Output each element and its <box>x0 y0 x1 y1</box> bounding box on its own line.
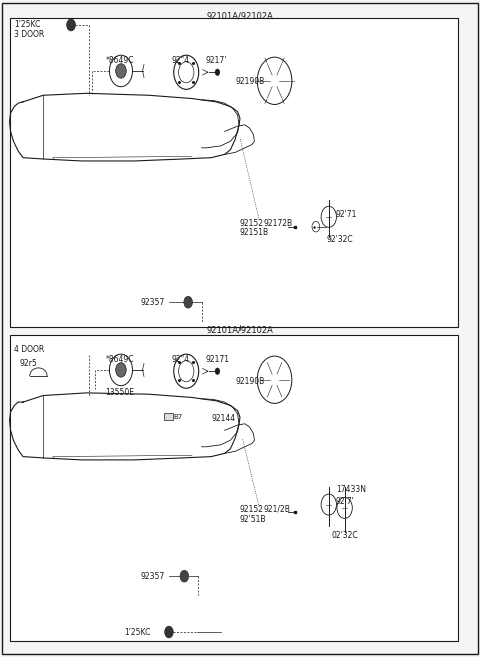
Text: 92"4: 92"4 <box>172 56 190 65</box>
Text: 92357: 92357 <box>140 572 165 581</box>
Text: 13550E: 13550E <box>106 388 134 397</box>
Text: 92357: 92357 <box>140 298 165 307</box>
Text: 3 DOOR: 3 DOOR <box>14 30 45 39</box>
Bar <box>10 335 458 641</box>
Circle shape <box>67 19 75 31</box>
Bar <box>164 413 173 420</box>
Circle shape <box>215 368 220 374</box>
Text: 92152: 92152 <box>240 219 264 228</box>
Text: 92172B: 92172B <box>263 219 292 228</box>
Text: 92190B: 92190B <box>235 77 264 86</box>
Text: 92190B: 92190B <box>235 376 264 386</box>
Text: 92152: 92152 <box>240 505 264 514</box>
Text: 92151B: 92151B <box>240 228 269 237</box>
Text: 1'25KC: 1'25KC <box>14 20 41 30</box>
Circle shape <box>116 64 126 78</box>
Circle shape <box>165 626 173 638</box>
Text: 92'7': 92'7' <box>336 497 355 507</box>
Text: 92'51B: 92'51B <box>240 514 266 524</box>
Text: 02'32C: 02'32C <box>331 531 358 540</box>
Text: 92"4: 92"4 <box>172 355 190 364</box>
Bar <box>10 18 458 327</box>
Text: 9217': 9217' <box>205 56 227 65</box>
Text: *8649C: *8649C <box>106 56 134 65</box>
Text: 1'25KC: 1'25KC <box>124 627 150 637</box>
Text: 92'32C: 92'32C <box>326 235 353 244</box>
Text: 921/2B: 921/2B <box>263 505 290 514</box>
Circle shape <box>180 570 189 582</box>
Text: 17433N: 17433N <box>336 485 366 494</box>
Text: 92101A/92102A: 92101A/92102A <box>206 325 274 334</box>
Text: 92144: 92144 <box>211 414 235 423</box>
Text: 92101A/92102A: 92101A/92102A <box>206 12 274 21</box>
Text: *8649C: *8649C <box>106 355 134 364</box>
Text: 92171: 92171 <box>205 355 229 364</box>
Text: 92r5: 92r5 <box>19 359 37 368</box>
Text: 4 DOOR: 4 DOOR <box>14 345 45 354</box>
Text: B7: B7 <box>174 413 183 420</box>
Circle shape <box>215 69 220 76</box>
Circle shape <box>184 296 192 308</box>
Text: 92'71: 92'71 <box>336 210 358 219</box>
Circle shape <box>116 363 126 377</box>
